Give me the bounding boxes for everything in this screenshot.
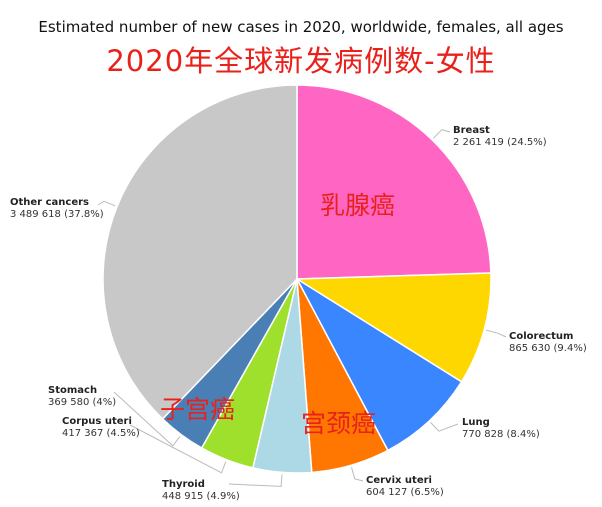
slice-label-name: Colorectum — [509, 331, 573, 342]
slice-label-value: 417 367 (4.5%) — [62, 428, 140, 439]
slice-label-name: Corpus uteri — [62, 416, 132, 427]
slice-label-name: Thyroid — [162, 479, 205, 490]
annotation-label: 乳腺癌 — [320, 191, 395, 220]
slice-label-name: Breast — [453, 125, 490, 136]
leader-lines — [97, 129, 507, 487]
chart-title: Estimated number of new cases in 2020, w… — [38, 18, 564, 36]
slice-label-name: Cervix uteri — [366, 475, 432, 486]
slice-label-name: Other cancers — [10, 197, 89, 208]
pie-slice-colorectum — [294, 272, 492, 383]
slice-label-value: 865 630 (9.4%) — [509, 343, 587, 354]
leader-line — [351, 467, 364, 482]
leader-line — [113, 391, 181, 447]
slice-label-name: Stomach — [48, 385, 97, 396]
overlay-title: 2020年全球新发病例数-女性 — [106, 44, 496, 78]
slice-label-value: 448 915 (4.9%) — [162, 491, 240, 502]
slice-label-value: 3 489 618 (37.8%) — [10, 209, 104, 220]
leader-line — [486, 329, 507, 338]
slice-label-name: Lung — [462, 417, 490, 428]
slice-label-value: 770 828 (8.4%) — [462, 429, 540, 440]
pie-slice-lung — [295, 276, 463, 452]
pie-slices — [102, 84, 492, 474]
leader-line — [97, 200, 116, 207]
slice-label-value: 369 580 (4%) — [48, 397, 116, 408]
leader-line — [430, 422, 459, 432]
leader-line — [129, 424, 227, 474]
annotation-label: 子宫癌 — [160, 395, 235, 424]
annotation-label: 宫颈癌 — [301, 409, 376, 438]
pie-slice-breast — [296, 84, 492, 280]
slice-label-value: 2 261 419 (24.5%) — [453, 137, 547, 148]
leader-line — [228, 474, 283, 487]
slice-label-value: 604 127 (6.5%) — [366, 487, 444, 498]
leader-line — [433, 129, 451, 139]
pie-slice-other-cancers — [102, 84, 298, 420]
